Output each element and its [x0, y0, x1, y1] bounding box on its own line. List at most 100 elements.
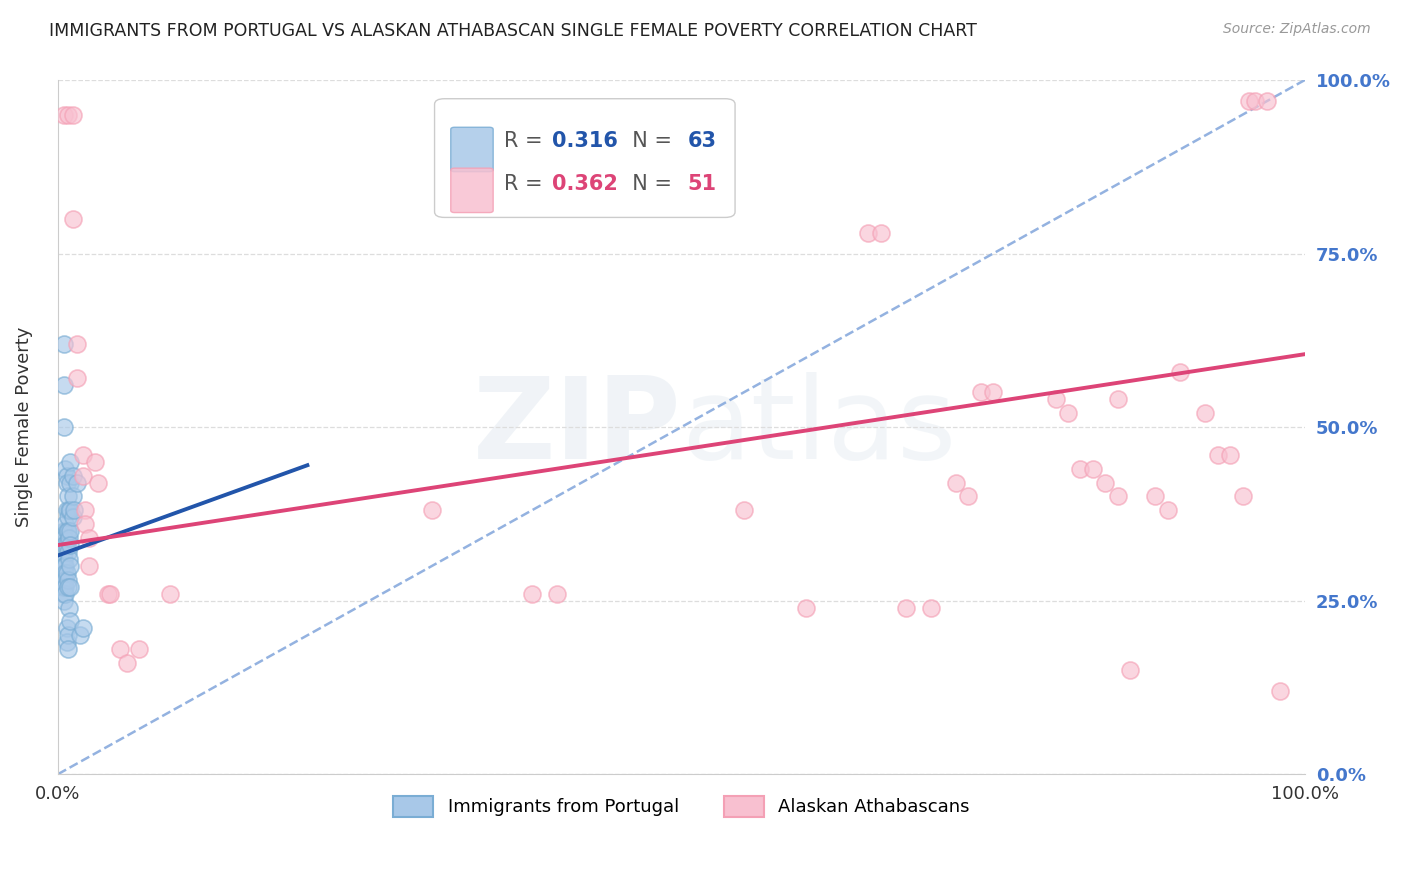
Point: [1045, 392, 1067, 407]
Point: [970, 385, 993, 400]
Point: [72, 468, 94, 483]
Point: [110, 642, 132, 657]
Point: [53, 108, 76, 122]
Point: [1144, 490, 1167, 504]
Point: [59, 503, 82, 517]
Point: [51, 580, 73, 594]
Point: [1069, 461, 1091, 475]
Point: [957, 490, 980, 504]
Point: [59, 615, 82, 629]
Text: Source: ZipAtlas.com: Source: ZipAtlas.com: [1223, 22, 1371, 37]
Legend: Immigrants from Portugal, Alaskan Athabascans: Immigrants from Portugal, Alaskan Athaba…: [387, 789, 977, 824]
Point: [51, 566, 73, 580]
Point: [1119, 663, 1142, 677]
Point: [1232, 490, 1254, 504]
Point: [55, 566, 77, 580]
Point: [62, 468, 84, 483]
Point: [66, 336, 89, 351]
Point: [62, 510, 84, 524]
Text: N =: N =: [619, 131, 679, 151]
Point: [58, 503, 80, 517]
FancyBboxPatch shape: [434, 99, 735, 218]
Point: [98, 587, 121, 601]
Point: [56, 108, 79, 122]
Point: [75, 517, 97, 532]
Point: [159, 587, 181, 601]
Point: [52, 558, 75, 573]
Point: [56, 490, 79, 504]
Point: [53, 378, 76, 392]
Point: [59, 580, 82, 594]
Point: [56, 510, 79, 524]
Point: [59, 524, 82, 538]
Point: [62, 211, 84, 226]
Point: [53, 545, 76, 559]
Point: [66, 371, 89, 385]
Point: [87, 475, 110, 490]
Point: [1107, 392, 1129, 407]
Text: 0.362: 0.362: [551, 174, 617, 194]
Point: [53, 531, 76, 545]
Point: [55, 573, 77, 587]
Point: [1256, 94, 1278, 108]
Point: [1268, 683, 1291, 698]
Point: [53, 336, 76, 351]
Point: [69, 628, 91, 642]
Point: [84, 455, 107, 469]
Point: [53, 580, 76, 594]
Point: [56, 524, 79, 538]
Point: [1094, 475, 1116, 490]
Point: [53, 593, 76, 607]
Point: [58, 552, 80, 566]
Point: [1157, 503, 1180, 517]
Point: [945, 475, 967, 490]
Point: [53, 552, 76, 566]
Point: [53, 524, 76, 538]
Point: [1244, 94, 1267, 108]
Point: [97, 587, 120, 601]
Point: [59, 558, 82, 573]
Text: IMMIGRANTS FROM PORTUGAL VS ALASKAN ATHABASCAN SINGLE FEMALE POVERTY CORRELATION: IMMIGRANTS FROM PORTUGAL VS ALASKAN ATHA…: [49, 22, 977, 40]
Point: [1237, 94, 1260, 108]
Point: [894, 600, 917, 615]
Point: [72, 621, 94, 635]
Point: [77, 531, 100, 545]
Point: [56, 628, 79, 642]
Point: [55, 475, 77, 490]
Point: [1081, 461, 1104, 475]
Point: [981, 385, 1004, 400]
Text: N =: N =: [619, 174, 679, 194]
Point: [1107, 490, 1129, 504]
Point: [128, 642, 150, 657]
Point: [52, 573, 75, 587]
Point: [858, 226, 880, 240]
Point: [62, 490, 84, 504]
Point: [51, 552, 73, 566]
Point: [53, 558, 76, 573]
Text: 51: 51: [688, 174, 717, 194]
Point: [75, 503, 97, 517]
Point: [55, 517, 77, 532]
Point: [58, 531, 80, 545]
FancyBboxPatch shape: [451, 168, 494, 212]
Point: [870, 226, 893, 240]
Y-axis label: Single Female Poverty: Single Female Poverty: [15, 326, 32, 527]
Point: [58, 600, 80, 615]
Point: [62, 108, 84, 122]
Point: [920, 600, 942, 615]
Point: [55, 635, 77, 649]
Point: [66, 475, 89, 490]
Text: atlas: atlas: [682, 372, 956, 483]
Point: [733, 503, 755, 517]
Point: [59, 538, 82, 552]
Point: [53, 538, 76, 552]
Point: [520, 587, 543, 601]
Point: [56, 573, 79, 587]
Point: [1168, 365, 1191, 379]
Point: [56, 545, 79, 559]
Point: [55, 621, 77, 635]
Point: [55, 524, 77, 538]
Text: 0.316: 0.316: [551, 131, 617, 151]
Point: [55, 461, 77, 475]
Point: [55, 468, 77, 483]
